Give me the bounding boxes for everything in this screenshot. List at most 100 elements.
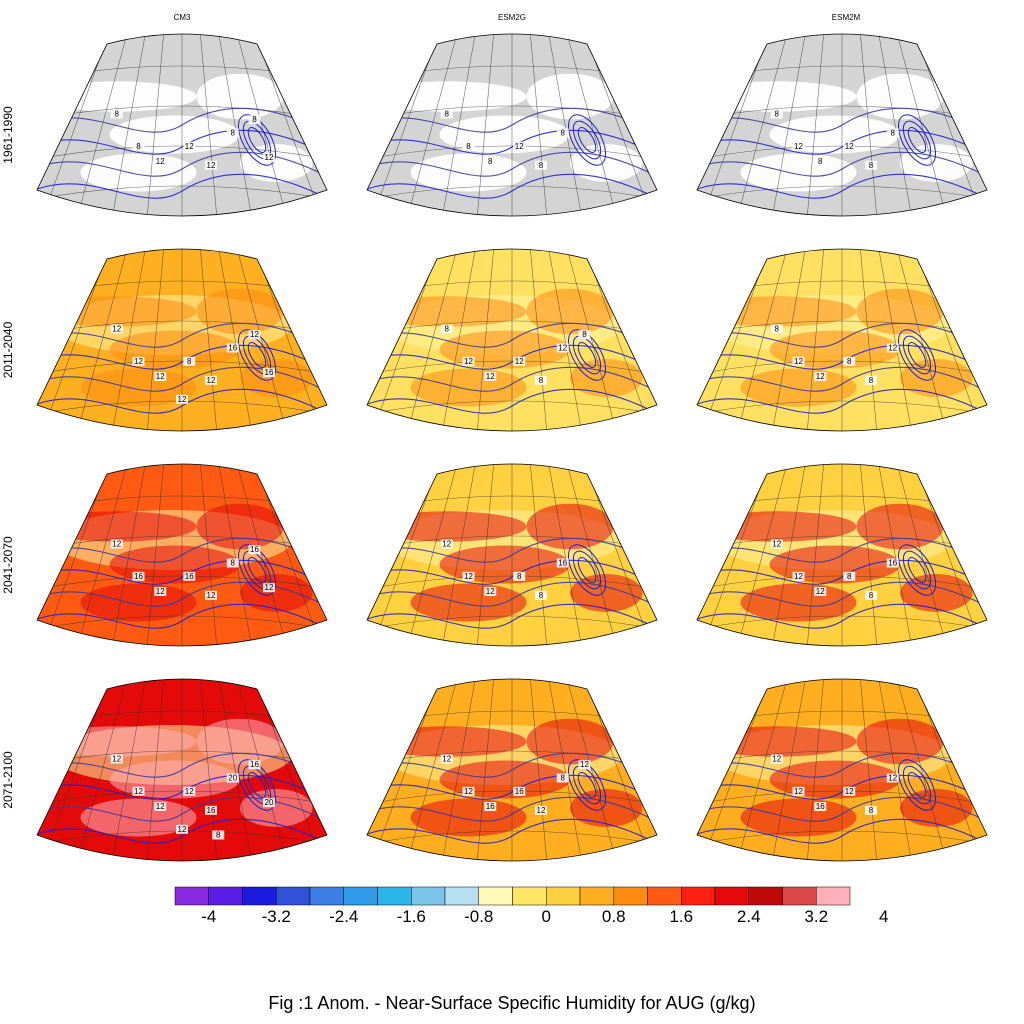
contour-label: 12	[250, 330, 259, 339]
contour-label: 8	[847, 357, 852, 366]
colorbar-swatch	[579, 886, 614, 906]
contour-label: 12	[464, 572, 473, 581]
map-panel: 12 16 12 16 12 8 16 12	[36, 463, 328, 647]
colorbar-swatch	[343, 886, 378, 906]
contour-label: 8	[775, 110, 780, 119]
contour-label: 12	[537, 806, 546, 815]
map-panel: 8 12 12 8 8 12	[696, 248, 988, 432]
contour-label: 12	[794, 357, 803, 366]
contour-label: 12	[156, 802, 165, 811]
colorbar-swatch	[546, 886, 581, 906]
contour-label: 16	[515, 787, 524, 796]
contour-label: 8	[231, 129, 236, 138]
contour-label: 12	[772, 540, 781, 549]
contour-label: 12	[134, 357, 143, 366]
colorbar-swatch	[782, 886, 817, 906]
contour-label: 8	[561, 129, 566, 138]
column-titles: CM3 ESM2G ESM2M	[174, 13, 861, 22]
column-title: CM3	[174, 13, 191, 22]
contour-label: 12	[185, 142, 194, 151]
contour-label: 8	[869, 591, 874, 600]
contour-label: 12	[794, 787, 803, 796]
contour-label: 12	[207, 591, 216, 600]
contour-label: 12	[464, 787, 473, 796]
map-panel: 12 12 16 16 12 8 12	[366, 678, 658, 862]
map-panel: 8 12 12 12 8 12 8	[366, 248, 658, 432]
contour-label: 12	[580, 760, 589, 769]
contour-label: 8	[818, 157, 823, 166]
colorbar-swatch	[478, 886, 513, 906]
contour-label: 12	[816, 372, 825, 381]
map-panel: 12 12 12 8 8 16	[366, 463, 658, 647]
contour-label: 12	[794, 142, 803, 151]
row-title: 2071-2100	[1, 751, 15, 809]
contour-label: 8	[775, 325, 780, 334]
contour-label: 16	[207, 806, 216, 815]
contour-label: 8	[539, 591, 544, 600]
contour-label: 12	[265, 583, 274, 592]
row-titles: 1961-1990 2011-2040 2041-2070 2071-2100	[1, 106, 15, 809]
colorbar-tick-label: 1.6	[669, 907, 693, 926]
contour-label: 12	[112, 325, 121, 334]
contour-label: 12	[112, 540, 121, 549]
colorbar-tick-label: 0.8	[602, 907, 626, 926]
contour-label: 12	[112, 755, 121, 764]
map-panels: 8 8 12 12 12 8 8 12 8 8 8 12 8 8 8 12 8 12 8 8 12 12 12 8 12 16 12…	[36, 33, 988, 862]
colorbar-swatch	[512, 886, 547, 906]
contour-label: 12	[515, 357, 524, 366]
contour-label: 12	[207, 376, 216, 385]
colorbar-swatch	[411, 886, 446, 906]
contour-label: 8	[517, 572, 522, 581]
contour-label: 8	[869, 376, 874, 385]
contour-label: 12	[845, 142, 854, 151]
contour-label: 12	[464, 357, 473, 366]
contour-label: 16	[265, 368, 274, 377]
contour-label: 8	[561, 774, 566, 783]
contour-label: 16	[250, 760, 259, 769]
colorbar-swatch	[276, 886, 311, 906]
colorbar-swatch	[714, 886, 749, 906]
map-panel: 12 12 12 8 8 16	[696, 463, 988, 647]
colorbar-swatch	[681, 886, 716, 906]
colorbar-swatch	[377, 886, 412, 906]
colorbar-tick-label: -0.8	[464, 907, 493, 926]
colorbar-swatch	[444, 886, 479, 906]
contour-label: 12	[888, 774, 897, 783]
contour-label: 16	[250, 545, 259, 554]
colorbar-tick-label: 0	[542, 907, 551, 926]
contour-label: 16	[134, 572, 143, 581]
colorbar-tick-label: -2.4	[329, 907, 358, 926]
row-title: 2041-2070	[1, 536, 15, 594]
contour-label: 12	[772, 755, 781, 764]
column-title: ESM2M	[832, 13, 861, 22]
contour-label: 16	[558, 559, 567, 568]
colorbar: -4 -3.2 -2.4 -1.6 -0.8 0 0.8 1.6 2.4 3.2 4	[174, 886, 888, 926]
colorbar-swatch	[174, 886, 209, 906]
contour-label: 20	[265, 798, 274, 807]
contour-label: 12	[265, 153, 274, 162]
contour-label: 12	[486, 587, 495, 596]
row-title: 1961-1990	[1, 106, 15, 164]
contour-label: 8	[445, 325, 450, 334]
contour-label: 8	[216, 831, 221, 840]
contour-label: 8	[115, 110, 120, 119]
colorbar-swatch	[309, 886, 344, 906]
contour-label: 12	[134, 787, 143, 796]
map-panel: 8 8 12 12 12 8 8 12	[36, 33, 328, 217]
contour-label: 8	[582, 330, 587, 339]
contour-label: 12	[178, 825, 187, 834]
contour-label: 12	[558, 344, 567, 353]
map-panel: 8 12 8 12 8 8	[696, 33, 988, 217]
contour-label: 12	[816, 587, 825, 596]
contour-label: 8	[539, 376, 544, 385]
colorbar-swatch	[208, 886, 243, 906]
contour-label: 8	[847, 572, 852, 581]
colorbar-swatch	[242, 886, 277, 906]
colorbar-swatch	[647, 886, 682, 906]
contour-label: 12	[442, 755, 451, 764]
contour-label: 12	[888, 344, 897, 353]
column-title: ESM2G	[498, 13, 526, 22]
colorbar-tick-label: 2.4	[737, 907, 761, 926]
contour-label: 8	[488, 157, 493, 166]
